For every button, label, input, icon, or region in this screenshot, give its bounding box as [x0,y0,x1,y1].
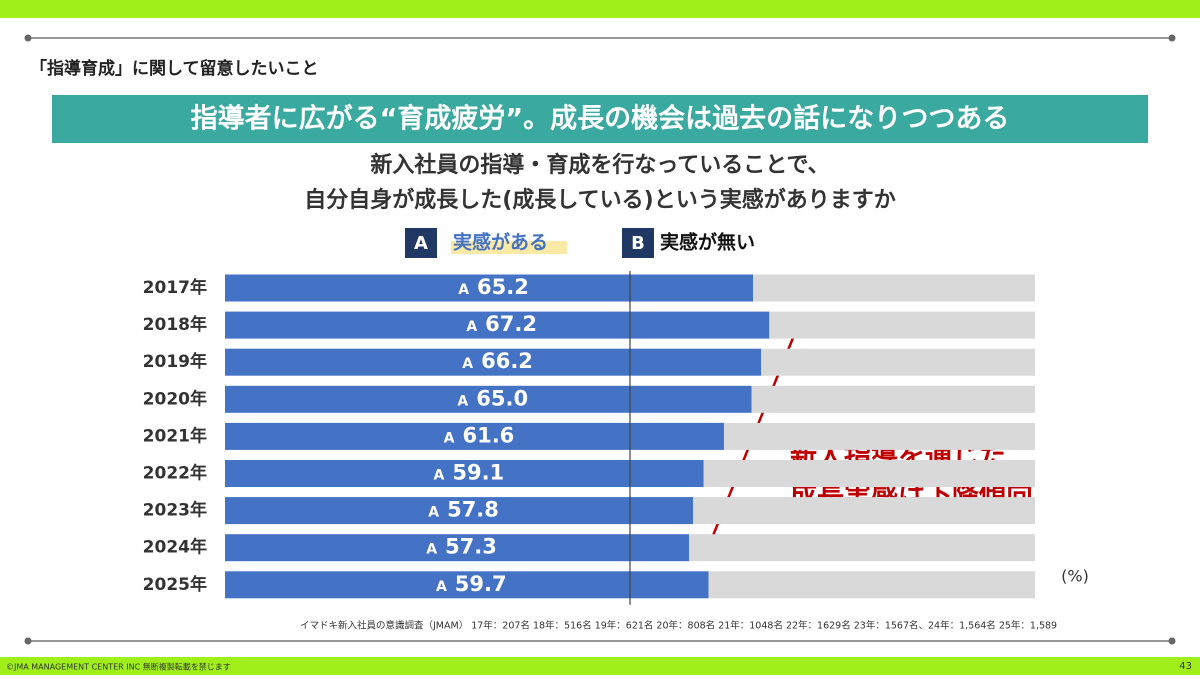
data-label: 65.2 [477,275,529,299]
y-tick-label: 2019年 [143,351,207,372]
data-label-key: A [434,468,445,484]
legend-label: 実感が無い [660,231,755,254]
banner: 指導者に広がる“育成疲労”。成長の機会は過去の話になりつつある [191,103,1010,135]
data-label-key: A [458,282,469,298]
dot [24,637,32,645]
y-tick-label: 2023年 [143,500,207,521]
y-tick-label: 2021年 [143,425,207,446]
bar [751,385,1035,413]
bar [225,385,752,413]
bar [225,274,754,302]
bar [225,348,762,376]
bar [225,460,704,487]
bar [703,460,1035,487]
bar [689,534,1035,562]
header: 「指導育成」に関して留意したいこと [30,58,319,79]
data-label: 67.2 [485,312,537,336]
chart-title: 自分自身が成長した(成長している)という実感がありますか [304,187,895,213]
y-tick-label: 2018年 [143,314,207,335]
bar [753,274,1035,302]
data-label-key: A [436,579,447,595]
legend-key-box [405,228,437,258]
dot [1168,637,1176,645]
legend-key: B [631,233,645,254]
dot [24,34,32,42]
bar [225,534,690,562]
copyright: ©JMA MANAGEMENT CENTER INC 無断複製転載を禁じます [6,662,231,672]
bar [708,571,1035,599]
data-label-key: A [462,356,473,372]
bar [761,348,1035,376]
chart-title: 新入社員の指導・育成を行なっていることで、 [370,152,829,178]
page-number: 43 [1179,661,1192,672]
top-bar [0,0,1200,18]
data-label-key: A [428,505,439,521]
y-tick-label: 2017年 [143,277,207,298]
data-label: 59.1 [452,461,504,485]
y-tick-label: 2020年 [143,388,207,409]
data-label: 57.8 [447,498,499,522]
bar [225,497,694,525]
legend-highlight [451,241,567,254]
bar [225,422,724,450]
data-label: 59.7 [455,572,507,596]
legend-key-box [622,228,654,258]
data-label: 66.2 [481,349,533,373]
unit: (%) [1061,567,1089,586]
data-label-key: A [444,430,455,446]
y-tick-label: 2025年 [143,574,207,595]
data-label-key: A [457,393,468,409]
banner-bg [52,95,1148,143]
data-label-key: A [426,542,437,558]
bar [693,497,1035,525]
y-tick-label: 2024年 [143,537,207,558]
bar [769,311,1035,339]
data-label: 57.3 [445,535,497,559]
legend-key: A [414,233,428,254]
bar [225,311,770,339]
bar [723,422,1035,450]
bar [225,571,709,599]
y-tick-label: 2022年 [143,463,207,484]
legend-label: 実感がある [453,231,548,254]
data-label: 61.6 [462,423,514,447]
footer-bar [0,657,1200,675]
data-label: 65.0 [476,386,528,410]
source: イマドキ新入社員の意識調査（JMAM） 17年：207名 18年：516名 19… [300,620,1057,632]
dot [1168,34,1176,42]
data-label-key: A [466,319,477,335]
